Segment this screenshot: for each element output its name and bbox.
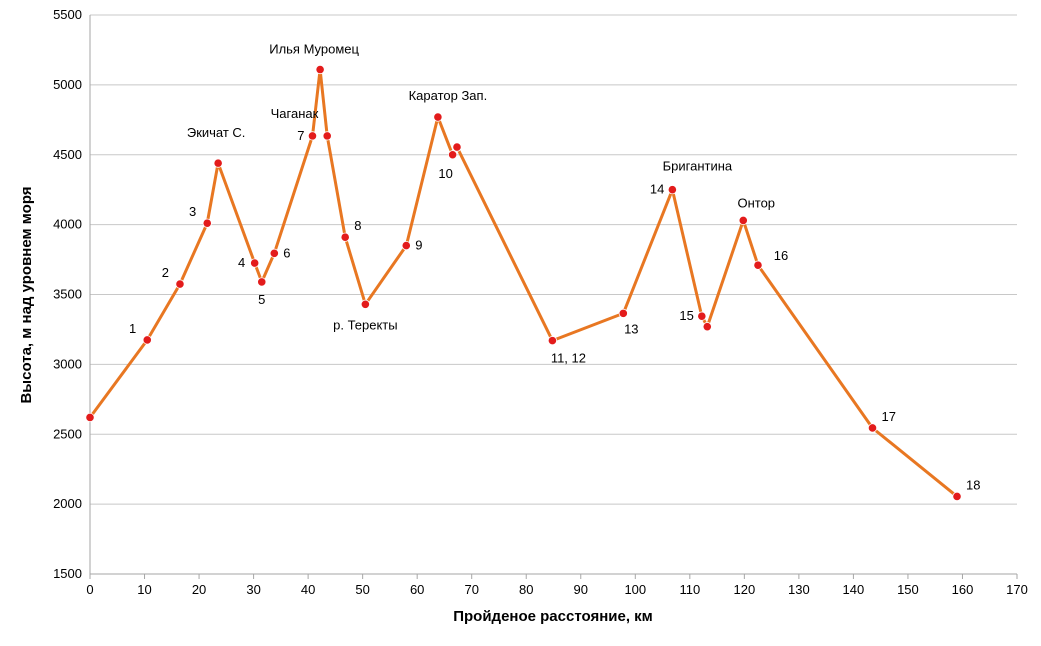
- data-point: [667, 185, 677, 195]
- x-tick-label: 50: [355, 582, 369, 597]
- point-annotation: Экичат С.: [187, 125, 246, 140]
- point-annotation: 5: [258, 292, 265, 307]
- y-axis-title: Высота, м над уровнем моря: [18, 186, 35, 403]
- data-point: [315, 64, 325, 75]
- point-annotation: 2: [162, 265, 169, 280]
- x-tick-label: 100: [624, 582, 646, 597]
- data-point: [213, 158, 223, 168]
- point-annotation: 11, 12: [551, 351, 586, 366]
- x-tick-label: 90: [574, 582, 588, 597]
- x-tick-label: 170: [1006, 582, 1028, 597]
- data-point: [738, 215, 748, 226]
- x-axis-title: Пройденое расстояние, км: [453, 608, 653, 625]
- data-point: [753, 260, 763, 270]
- y-tick-label: 3500: [53, 287, 82, 302]
- data-point: [257, 277, 267, 287]
- data-point: [401, 240, 411, 251]
- y-tick-label: 1500: [53, 566, 82, 581]
- x-tick-label: 110: [679, 582, 700, 597]
- point-annotation: Бригантина: [663, 159, 733, 174]
- point-annotation: 15: [679, 308, 693, 323]
- data-point: [952, 491, 962, 502]
- data-point: [322, 131, 332, 141]
- point-annotation: 9: [415, 238, 422, 253]
- x-tick-label: 20: [192, 582, 206, 597]
- data-point: [452, 142, 462, 152]
- data-point: [360, 299, 370, 309]
- axes: 1500 2000 2500 3000 3500 4000 4500 5000 5500 0 10 2…: [53, 7, 1028, 597]
- x-tick-label: 60: [410, 582, 424, 597]
- point-annotation: 8: [354, 218, 361, 233]
- data-point: [307, 131, 318, 141]
- y-tick-label: 2500: [53, 426, 82, 441]
- y-tick-label: 5500: [53, 7, 82, 22]
- point-annotation: 14: [650, 182, 664, 197]
- data-point: [269, 248, 279, 258]
- markers: [85, 64, 962, 502]
- point-annotation: 6: [283, 245, 290, 260]
- data-point: [547, 336, 558, 346]
- point-annotation: 17: [881, 409, 895, 424]
- y-tick-label: 2000: [53, 496, 82, 511]
- data-point: [618, 308, 628, 318]
- x-tick-label: 140: [843, 582, 865, 597]
- x-tick-label: 80: [519, 582, 533, 597]
- data-point: [433, 112, 443, 122]
- data-point: [702, 322, 712, 332]
- point-annotation: 1: [129, 321, 136, 336]
- data-point: [448, 150, 458, 160]
- y-tick-label: 5000: [53, 77, 82, 92]
- point-annotation: 18: [966, 477, 980, 492]
- data-point: [85, 412, 95, 423]
- x-tick-label: 70: [464, 582, 478, 597]
- data-point: [867, 423, 878, 433]
- point-annotation: 3: [189, 204, 196, 219]
- point-annotation: 10: [438, 166, 452, 181]
- annotations: 1 2 3 Экичат С. 4 5 6 7 Чаганак Илья Муромец 8 р. Т…: [129, 42, 980, 493]
- data-point: [697, 311, 707, 321]
- point-annotation: Каратор Зап.: [409, 88, 488, 103]
- x-tick-label: 0: [86, 582, 93, 597]
- y-tick-label: 3000: [53, 356, 82, 371]
- y-tick-label: 4500: [53, 147, 82, 162]
- data-point: [202, 218, 212, 228]
- x-tick-label: 120: [734, 582, 756, 597]
- y-tick-label: 4000: [53, 217, 82, 232]
- data-point: [175, 279, 185, 289]
- x-tick-label: 40: [301, 582, 315, 597]
- point-annotation: Илья Муромец: [269, 42, 359, 57]
- x-tick-label: 160: [952, 582, 974, 597]
- data-point: [250, 258, 260, 268]
- point-annotation: Чаганак: [271, 106, 319, 121]
- gridlines: [90, 14, 1017, 505]
- point-annotation: 7: [297, 128, 304, 143]
- x-tick-label: 10: [137, 582, 151, 597]
- point-annotation: 16: [774, 248, 788, 263]
- x-tick-label: 30: [246, 582, 260, 597]
- x-tick-label: 130: [788, 582, 810, 597]
- point-annotation: р. Теректы: [333, 317, 398, 332]
- point-annotation: 13: [624, 321, 638, 336]
- data-point: [340, 232, 350, 242]
- point-annotation: 4: [238, 255, 245, 270]
- data-point: [142, 335, 152, 345]
- point-annotation: Онтор: [737, 195, 775, 210]
- x-tick-label: 150: [897, 582, 919, 597]
